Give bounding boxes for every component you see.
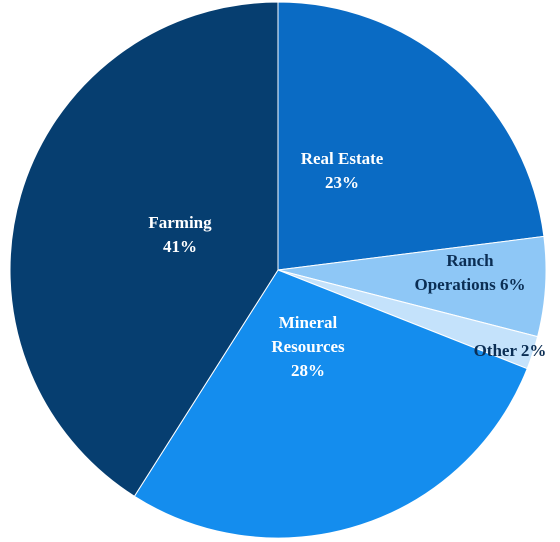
slice-label-line: Mineral	[279, 313, 338, 332]
slice-label-line: Ranch	[446, 251, 494, 270]
pie-slice	[277, 1, 545, 271]
pie-slice	[9, 1, 279, 497]
slice-label-line: Resources	[271, 337, 345, 356]
pie-slices	[9, 1, 547, 539]
slice-label: Farming 41%	[148, 213, 212, 256]
slice-label: Other 2%	[474, 341, 547, 360]
slice-label-line: 23%	[325, 173, 359, 192]
slice-label-line: Other 2%	[474, 341, 547, 360]
slice-label-line: Farming	[148, 213, 212, 232]
slice-label-line: Operations 6%	[415, 275, 526, 294]
pie-slice	[133, 269, 528, 539]
slice-label-line: 41%	[163, 237, 197, 256]
pie-labels: Real Estate 23% Ranch Operations 6% Other 2%…	[148, 149, 546, 380]
slice-label-line: Real Estate	[301, 149, 384, 168]
slice-label: Mineral Resources 28%	[271, 313, 345, 380]
slice-label: Real Estate 23%	[301, 149, 384, 192]
slice-label: Ranch Operations 6%	[415, 251, 526, 294]
slice-label-line: 28%	[291, 361, 325, 380]
